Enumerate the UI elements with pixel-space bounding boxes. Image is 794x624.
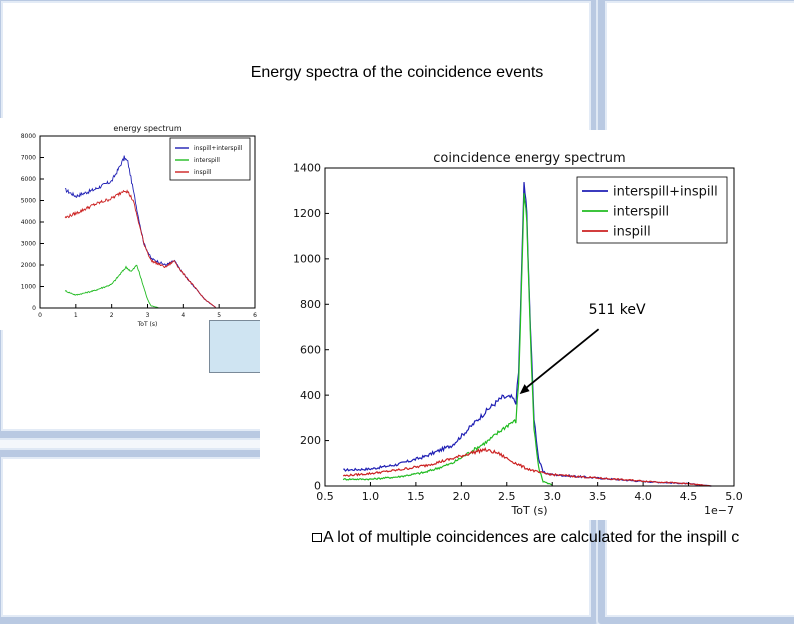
- x-tick-label: 3: [146, 312, 150, 319]
- x-tick-label: 5.0: [725, 490, 743, 503]
- y-tick-label: 1000: [21, 284, 36, 291]
- y-tick-label: 400: [300, 389, 321, 402]
- x-tick-label: 1.5: [407, 490, 425, 503]
- annotation-arrow-line: [524, 328, 600, 390]
- x-tick-label: 2.5: [498, 490, 516, 503]
- peak-annotation-label: 511 keV: [589, 302, 646, 318]
- slide-caption: A lot of multiple coincidences are calcu…: [312, 529, 739, 547]
- x-tick-label: 4.0: [634, 490, 652, 503]
- bullet-icon: [312, 533, 322, 543]
- coincidence-energy-spectrum-chart: coincidence energy spectrum 0.5 1.0 1.5 2.0 2…: [260, 130, 794, 520]
- y-tick-label: 5000: [21, 198, 36, 205]
- legend-label: interspill: [194, 157, 220, 164]
- x-tick-label: 2.0: [453, 490, 471, 503]
- series-line-inspill: [64, 189, 216, 308]
- y-tick-label: 1200: [293, 207, 321, 220]
- legend-label: interspill+inspill: [613, 184, 718, 199]
- x-tick-label: 6: [253, 312, 257, 319]
- note-box: [209, 320, 263, 373]
- legend-label: interspill: [613, 204, 669, 219]
- y-tick-label: 3000: [21, 241, 36, 248]
- x-tick-label: 3.0: [543, 490, 561, 503]
- caption-text: A lot of multiple coincidences are calcu…: [323, 529, 740, 546]
- y-tick-label: 1400: [293, 162, 321, 175]
- slide-title: Energy spectra of the coincidence events: [250, 64, 544, 81]
- legend-box: [576, 176, 728, 244]
- y-tick-label: 200: [300, 434, 321, 447]
- y-tick-label: 2000: [21, 262, 36, 269]
- x-axis-label: ToT (s): [137, 321, 158, 328]
- series-line-interspill: [64, 264, 159, 309]
- y-tick-label: 1000: [293, 253, 321, 266]
- x-tick-label: 3.5: [589, 490, 607, 503]
- x-tick-label: 0.5: [316, 490, 334, 503]
- y-tick-label: 4000: [21, 219, 36, 226]
- x-tick-label: 1: [74, 312, 78, 319]
- series-line-interspill-inspill: [343, 182, 712, 487]
- y-tick-label: 0: [32, 305, 36, 312]
- series-line-interspill: [342, 193, 553, 486]
- energy-spectrum-chart: energy spectrum 0 1 2 3 4 5 6 0 1000 2000 3000 4000 5…: [0, 118, 262, 330]
- x-axis-scale-label: 1e−7: [704, 504, 734, 517]
- y-tick-label: 8000: [21, 133, 36, 140]
- x-tick-label: 1.0: [362, 490, 380, 503]
- series-line-inspill: [342, 446, 712, 487]
- x-tick-label: 4.5: [680, 490, 698, 503]
- x-axis-label: ToT (s): [510, 504, 547, 517]
- x-tick-label: 5: [217, 312, 221, 319]
- y-tick-label: 6000: [21, 176, 36, 183]
- annotation-arrow-head: [519, 384, 530, 395]
- legend-label: inspill: [194, 169, 212, 176]
- x-tick-label: 0: [38, 312, 42, 319]
- y-tick-label: 0: [314, 480, 321, 493]
- chart-title: energy spectrum: [113, 124, 181, 133]
- legend-label: inspill: [613, 224, 651, 239]
- plot-area-border: [324, 167, 735, 487]
- y-tick-label: 7000: [21, 155, 36, 162]
- x-tick-label: 2: [110, 312, 114, 319]
- chart-title: coincidence energy spectrum: [433, 151, 625, 166]
- legend-label: inspill+interspill: [194, 145, 243, 152]
- y-tick-label: 800: [300, 298, 321, 311]
- x-tick-label: 4: [181, 312, 185, 319]
- y-tick-label: 600: [300, 343, 321, 356]
- legend-box: [169, 137, 251, 181]
